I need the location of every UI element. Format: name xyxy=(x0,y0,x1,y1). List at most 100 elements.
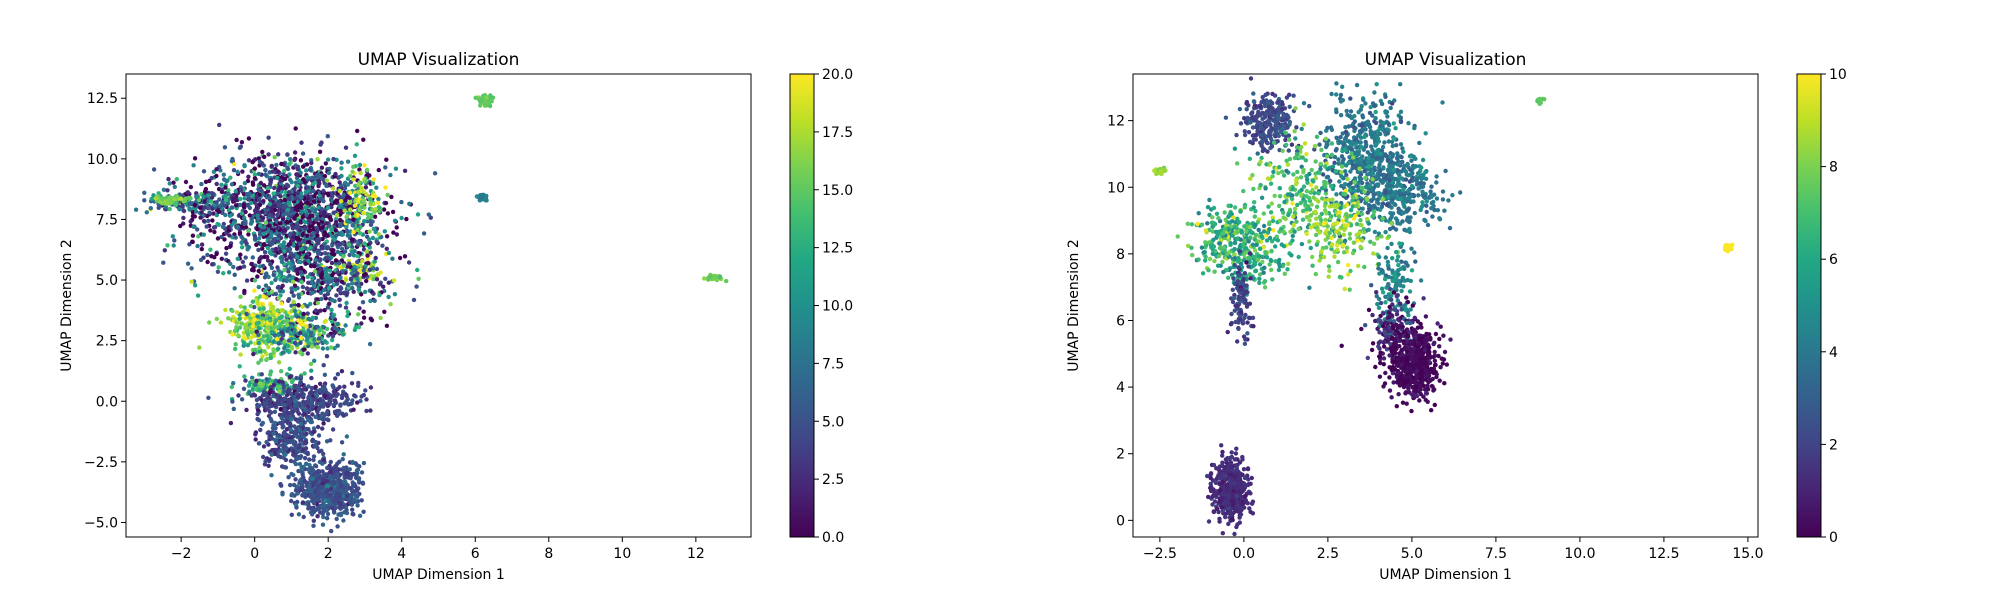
data-point xyxy=(313,463,318,468)
data-point xyxy=(337,223,343,229)
data-point xyxy=(252,172,258,177)
data-point xyxy=(231,381,236,386)
data-point xyxy=(392,292,398,297)
data-point xyxy=(365,219,370,224)
data-point xyxy=(173,202,178,208)
data-point xyxy=(268,262,273,267)
data-point xyxy=(359,185,364,191)
data-point xyxy=(194,194,199,200)
data-point xyxy=(280,244,286,249)
data-point xyxy=(172,238,177,243)
data-point xyxy=(355,212,360,217)
data-point xyxy=(258,427,263,433)
data-point xyxy=(257,441,262,446)
data-point xyxy=(373,207,378,212)
data-point xyxy=(240,236,246,242)
data-point xyxy=(345,229,350,234)
data-point xyxy=(292,283,298,288)
data-point xyxy=(266,325,271,330)
data-point xyxy=(275,175,280,181)
data-point xyxy=(165,243,170,248)
data-point xyxy=(432,171,438,176)
data-point xyxy=(303,189,308,195)
data-point xyxy=(377,209,382,214)
data-point xyxy=(295,407,300,413)
data-point xyxy=(330,315,335,320)
data-point xyxy=(300,151,306,156)
data-point xyxy=(267,201,273,207)
data-point xyxy=(288,331,293,336)
data-point xyxy=(278,178,283,183)
data-point xyxy=(292,340,298,346)
data-point xyxy=(282,228,288,233)
data-point xyxy=(349,249,355,254)
data-point xyxy=(284,313,290,318)
data-point xyxy=(188,184,194,190)
data-point xyxy=(345,159,351,164)
data-point xyxy=(315,514,320,519)
data-point xyxy=(360,259,365,264)
data-point xyxy=(1334,92,1339,97)
data-point xyxy=(306,287,311,292)
data-point xyxy=(344,399,349,404)
data-point xyxy=(289,346,295,351)
data-point xyxy=(316,336,322,341)
data-point xyxy=(214,181,219,187)
data-point xyxy=(267,399,272,404)
data-point xyxy=(333,228,338,233)
data-point xyxy=(294,505,299,510)
data-point xyxy=(344,474,349,479)
data-point xyxy=(285,152,290,157)
data-point xyxy=(282,444,287,449)
data-point xyxy=(323,161,328,166)
data-point xyxy=(170,234,175,239)
data-point xyxy=(326,170,331,176)
data-point xyxy=(333,219,339,225)
data-point xyxy=(284,392,290,398)
data-point xyxy=(324,478,330,484)
data-point xyxy=(263,220,269,225)
data-point xyxy=(273,277,278,283)
data-point xyxy=(310,213,315,218)
data-point xyxy=(235,224,240,229)
data-point xyxy=(299,391,305,396)
data-point xyxy=(257,403,262,408)
data-point xyxy=(289,498,294,504)
data-point xyxy=(724,278,729,284)
data-point xyxy=(359,321,364,326)
data-point xyxy=(1287,104,1292,110)
data-point xyxy=(320,469,325,474)
data-point xyxy=(289,512,294,517)
data-point xyxy=(370,266,376,271)
data-point xyxy=(479,97,484,103)
data-point xyxy=(282,197,288,203)
data-point xyxy=(296,512,302,517)
data-point xyxy=(293,477,298,482)
data-point xyxy=(352,153,358,158)
data-point xyxy=(280,492,285,497)
data-point xyxy=(280,208,285,214)
data-point xyxy=(269,163,274,169)
data-point xyxy=(291,472,296,478)
data-point xyxy=(1307,103,1312,109)
data-point xyxy=(311,480,316,486)
data-point xyxy=(361,272,367,278)
y-tick-label: 7.5 xyxy=(96,212,118,228)
data-point xyxy=(265,245,271,251)
data-point xyxy=(311,518,316,523)
data-point xyxy=(350,507,355,512)
data-point xyxy=(350,511,355,517)
data-point xyxy=(1347,155,1352,160)
data-point xyxy=(209,254,214,259)
data-point xyxy=(256,284,261,290)
data-point xyxy=(313,439,318,445)
data-point xyxy=(216,209,222,214)
data-point xyxy=(489,99,494,104)
data-point xyxy=(1262,101,1268,106)
data-point xyxy=(181,215,186,221)
data-point xyxy=(305,335,310,341)
data-point xyxy=(198,257,204,263)
data-point xyxy=(1251,99,1257,104)
data-point xyxy=(304,162,310,167)
data-point xyxy=(368,250,373,255)
